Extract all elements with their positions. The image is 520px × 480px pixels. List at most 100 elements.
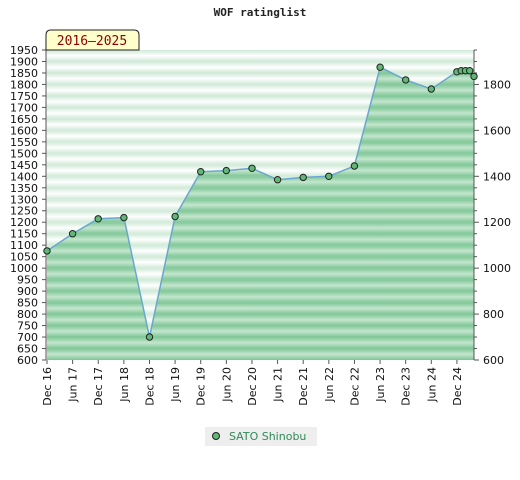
period-badge: 2016–2025 — [45, 29, 140, 51]
fill-band — [47, 268, 474, 280]
left-y-tick-label: 1600 — [10, 124, 38, 137]
fill-band — [47, 279, 474, 292]
right-y-tick-label: 800 — [483, 308, 504, 321]
background-band — [46, 130, 474, 142]
data-point — [466, 67, 474, 75]
right-y-tick-label: 1600 — [483, 124, 511, 137]
series-markers — [43, 63, 478, 341]
data-point — [427, 85, 435, 93]
left-y-tick-label: 650 — [17, 343, 38, 356]
left-y-tick-label: 900 — [17, 285, 38, 298]
left-y-tick-label: 1050 — [10, 251, 38, 264]
left-y-tick-label: 1250 — [10, 205, 38, 218]
data-point — [197, 168, 205, 176]
left-y-tick-label: 1000 — [10, 262, 38, 275]
left-y-tick-label: 1650 — [10, 113, 38, 126]
left-y-tick-label: 1500 — [10, 147, 38, 160]
fill-band — [47, 337, 474, 349]
x-tick-label: Jun 24 — [425, 367, 438, 403]
fill-band — [47, 302, 474, 315]
x-tick-label: Dec 22 — [348, 367, 361, 406]
left-y-tick-label: 800 — [17, 308, 38, 321]
fill-band — [47, 222, 474, 234]
background-band — [46, 153, 474, 165]
fill-band — [47, 348, 474, 360]
chart-title: WOF ratinglist — [214, 6, 307, 19]
data-point — [350, 162, 359, 170]
x-tick-label: Dec 21 — [297, 367, 310, 406]
data-point — [402, 76, 410, 84]
x-tick-label: Dec 24 — [451, 367, 464, 406]
data-point — [94, 215, 102, 223]
fill-band — [47, 245, 474, 257]
fill-band — [47, 256, 474, 269]
x-tick-label: Jun 21 — [272, 367, 285, 403]
x-tick-label: Dec 19 — [195, 367, 208, 406]
right-y-tick-label: 1200 — [483, 216, 511, 229]
background-band — [46, 141, 474, 154]
data-point — [299, 173, 307, 182]
fill-band — [47, 187, 474, 200]
left-y-tick-label: 700 — [17, 331, 38, 344]
right-y-tick-label: 1800 — [483, 78, 511, 91]
data-point — [171, 212, 179, 221]
fill-band — [47, 210, 474, 223]
data-point — [248, 164, 256, 173]
left-y-tick-label: 1400 — [10, 170, 38, 183]
left-y-tick-label: 1150 — [10, 228, 38, 241]
left-y-tick-label: 950 — [17, 274, 38, 287]
x-tick-label: Dec 16 — [41, 367, 54, 406]
fill-band — [47, 233, 474, 246]
background-band — [46, 84, 474, 96]
right-y-tick-label: 600 — [483, 354, 504, 367]
left-y-tick-label: 1750 — [10, 90, 38, 103]
right-y-tick-label: 1400 — [483, 170, 511, 183]
x-axis: Dec 16 Jun 17 Dec 17 Jun 18 Dec 18 Jun 19 Dec … — [41, 360, 464, 406]
fill-band — [47, 291, 474, 303]
data-point — [222, 166, 231, 175]
background-band — [46, 61, 474, 73]
left-y-tick-label: 1850 — [10, 67, 38, 80]
legend: SATO Shinobu — [205, 427, 317, 446]
background-band — [46, 95, 474, 108]
data-point — [145, 333, 154, 341]
left-y-tick-label: 1300 — [10, 193, 38, 206]
x-tick-label: Jun 18 — [118, 367, 131, 403]
fill-band — [47, 176, 474, 188]
background-band — [46, 107, 474, 119]
left-y-tick-label: 1350 — [10, 182, 38, 195]
left-y-tick-label: 1700 — [10, 101, 38, 114]
period-badge-text: 2016–2025 — [57, 34, 127, 49]
left-y-tick-label: 1950 — [10, 44, 38, 57]
left-y-tick-label: 1450 — [10, 159, 38, 172]
x-tick-label: Dec 17 — [92, 367, 105, 406]
left-y-tick-label: 600 — [17, 354, 38, 367]
legend-label: SATO Shinobu — [229, 430, 306, 443]
left-y-tick-label: 1800 — [10, 78, 38, 91]
data-point — [470, 72, 478, 81]
background-band — [46, 50, 474, 62]
left-y-tick-label: 750 — [17, 320, 38, 333]
x-tick-label: Dec 18 — [144, 367, 157, 406]
x-tick-label: Jun 22 — [323, 367, 336, 403]
background-band — [46, 118, 474, 131]
fill-band — [47, 325, 474, 338]
left-y-tick-label: 1550 — [10, 136, 38, 149]
fill-band — [47, 314, 474, 326]
right-y-axis: 600 800 1000 1200 1400 1600 1800 — [474, 49, 511, 367]
right-y-tick-label: 1000 — [483, 262, 511, 275]
data-point — [68, 230, 77, 238]
data-point — [325, 172, 333, 181]
data-point — [120, 213, 128, 222]
left-y-axis: 6006507007508008509009501000105011001150… — [10, 44, 46, 367]
data-point — [376, 63, 384, 71]
background-band — [46, 72, 474, 85]
x-tick-label: Jun 20 — [220, 367, 233, 403]
left-y-tick-label: 1900 — [10, 55, 38, 68]
data-point — [43, 247, 51, 255]
data-point — [273, 176, 282, 184]
left-y-tick-label: 850 — [17, 297, 38, 310]
x-tick-label: Jun 23 — [374, 367, 387, 403]
legend-marker — [212, 432, 220, 440]
